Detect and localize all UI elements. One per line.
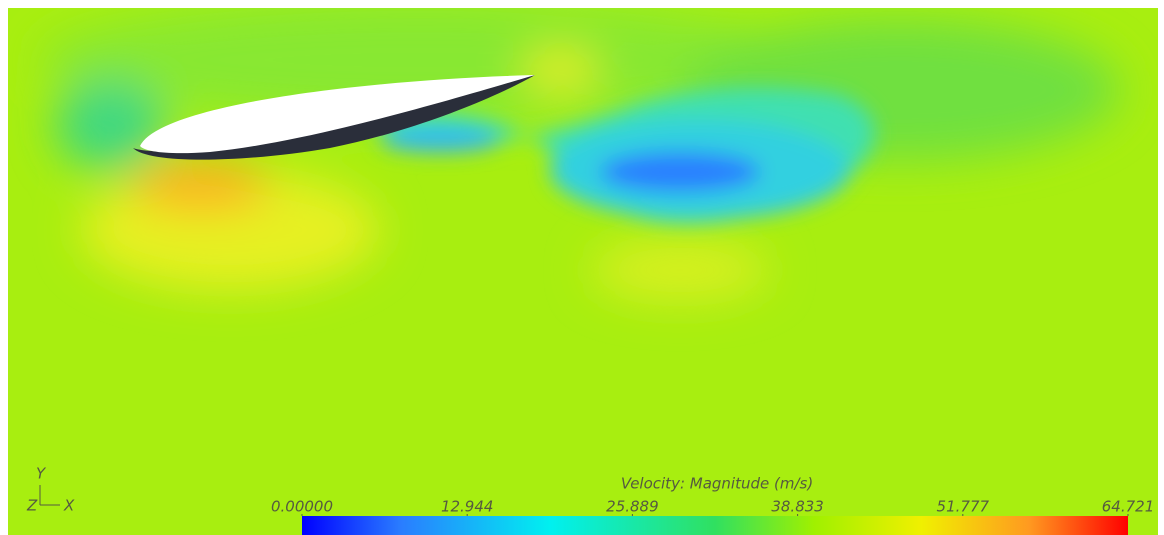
- colorbar-title: Velocity: Magnitude (m/s): [621, 475, 813, 493]
- viewport: Velocity: Magnitude (m/s) Y Z X 0.000001…: [0, 0, 1164, 535]
- colorbar-tick-label: 25.889: [606, 498, 659, 516]
- colorbar-tick-label: 51.777: [937, 498, 990, 516]
- colorbar: [302, 516, 1128, 535]
- colorbar-tick-label: 38.833: [771, 498, 824, 516]
- triad-label: X: [63, 497, 75, 515]
- colorbar-tick-label: 12.944: [441, 498, 494, 516]
- flow-field: [8, 0, 1158, 535]
- triad-label: Z: [26, 497, 38, 515]
- colorbar-tick-label: 0.00000: [271, 498, 333, 516]
- colorbar-tick-label: 64.721: [1102, 498, 1155, 516]
